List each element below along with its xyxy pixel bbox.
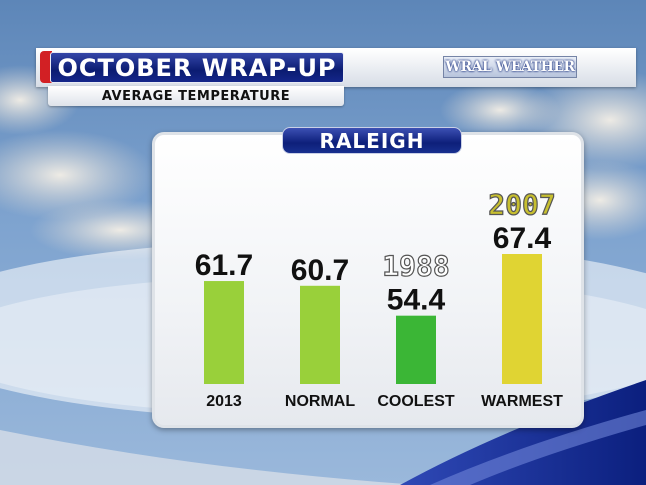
value-label: 60.7: [291, 254, 349, 287]
title-accent: [40, 51, 52, 83]
page-subtitle: AVERAGE TEMPERATURE: [48, 86, 344, 106]
value-label: 61.7: [195, 249, 253, 282]
category-label: COOLEST: [377, 393, 455, 410]
page-title: OCTOBER WRAP-UP: [50, 52, 344, 83]
bar-2013: [204, 281, 244, 384]
bar-shade: [396, 315, 436, 384]
bar-normal: [300, 285, 340, 384]
value-label: 67.4: [493, 222, 552, 255]
station-logo: WRAL WEATHER: [443, 56, 577, 78]
bar-shade: [300, 285, 340, 384]
bar-coolest: [396, 315, 436, 384]
category-label: 2013: [206, 393, 242, 410]
category-label: WARMEST: [481, 393, 563, 410]
city-label: RALEIGH: [282, 127, 462, 154]
record-year-label: 2007: [488, 188, 555, 221]
bar-warmest: [502, 254, 542, 384]
bar-shade: [502, 254, 542, 384]
record-year-label: 1988: [382, 250, 449, 283]
bar-shade: [204, 281, 244, 384]
value-label: 54.4: [387, 284, 446, 317]
category-label: NORMAL: [285, 393, 355, 410]
